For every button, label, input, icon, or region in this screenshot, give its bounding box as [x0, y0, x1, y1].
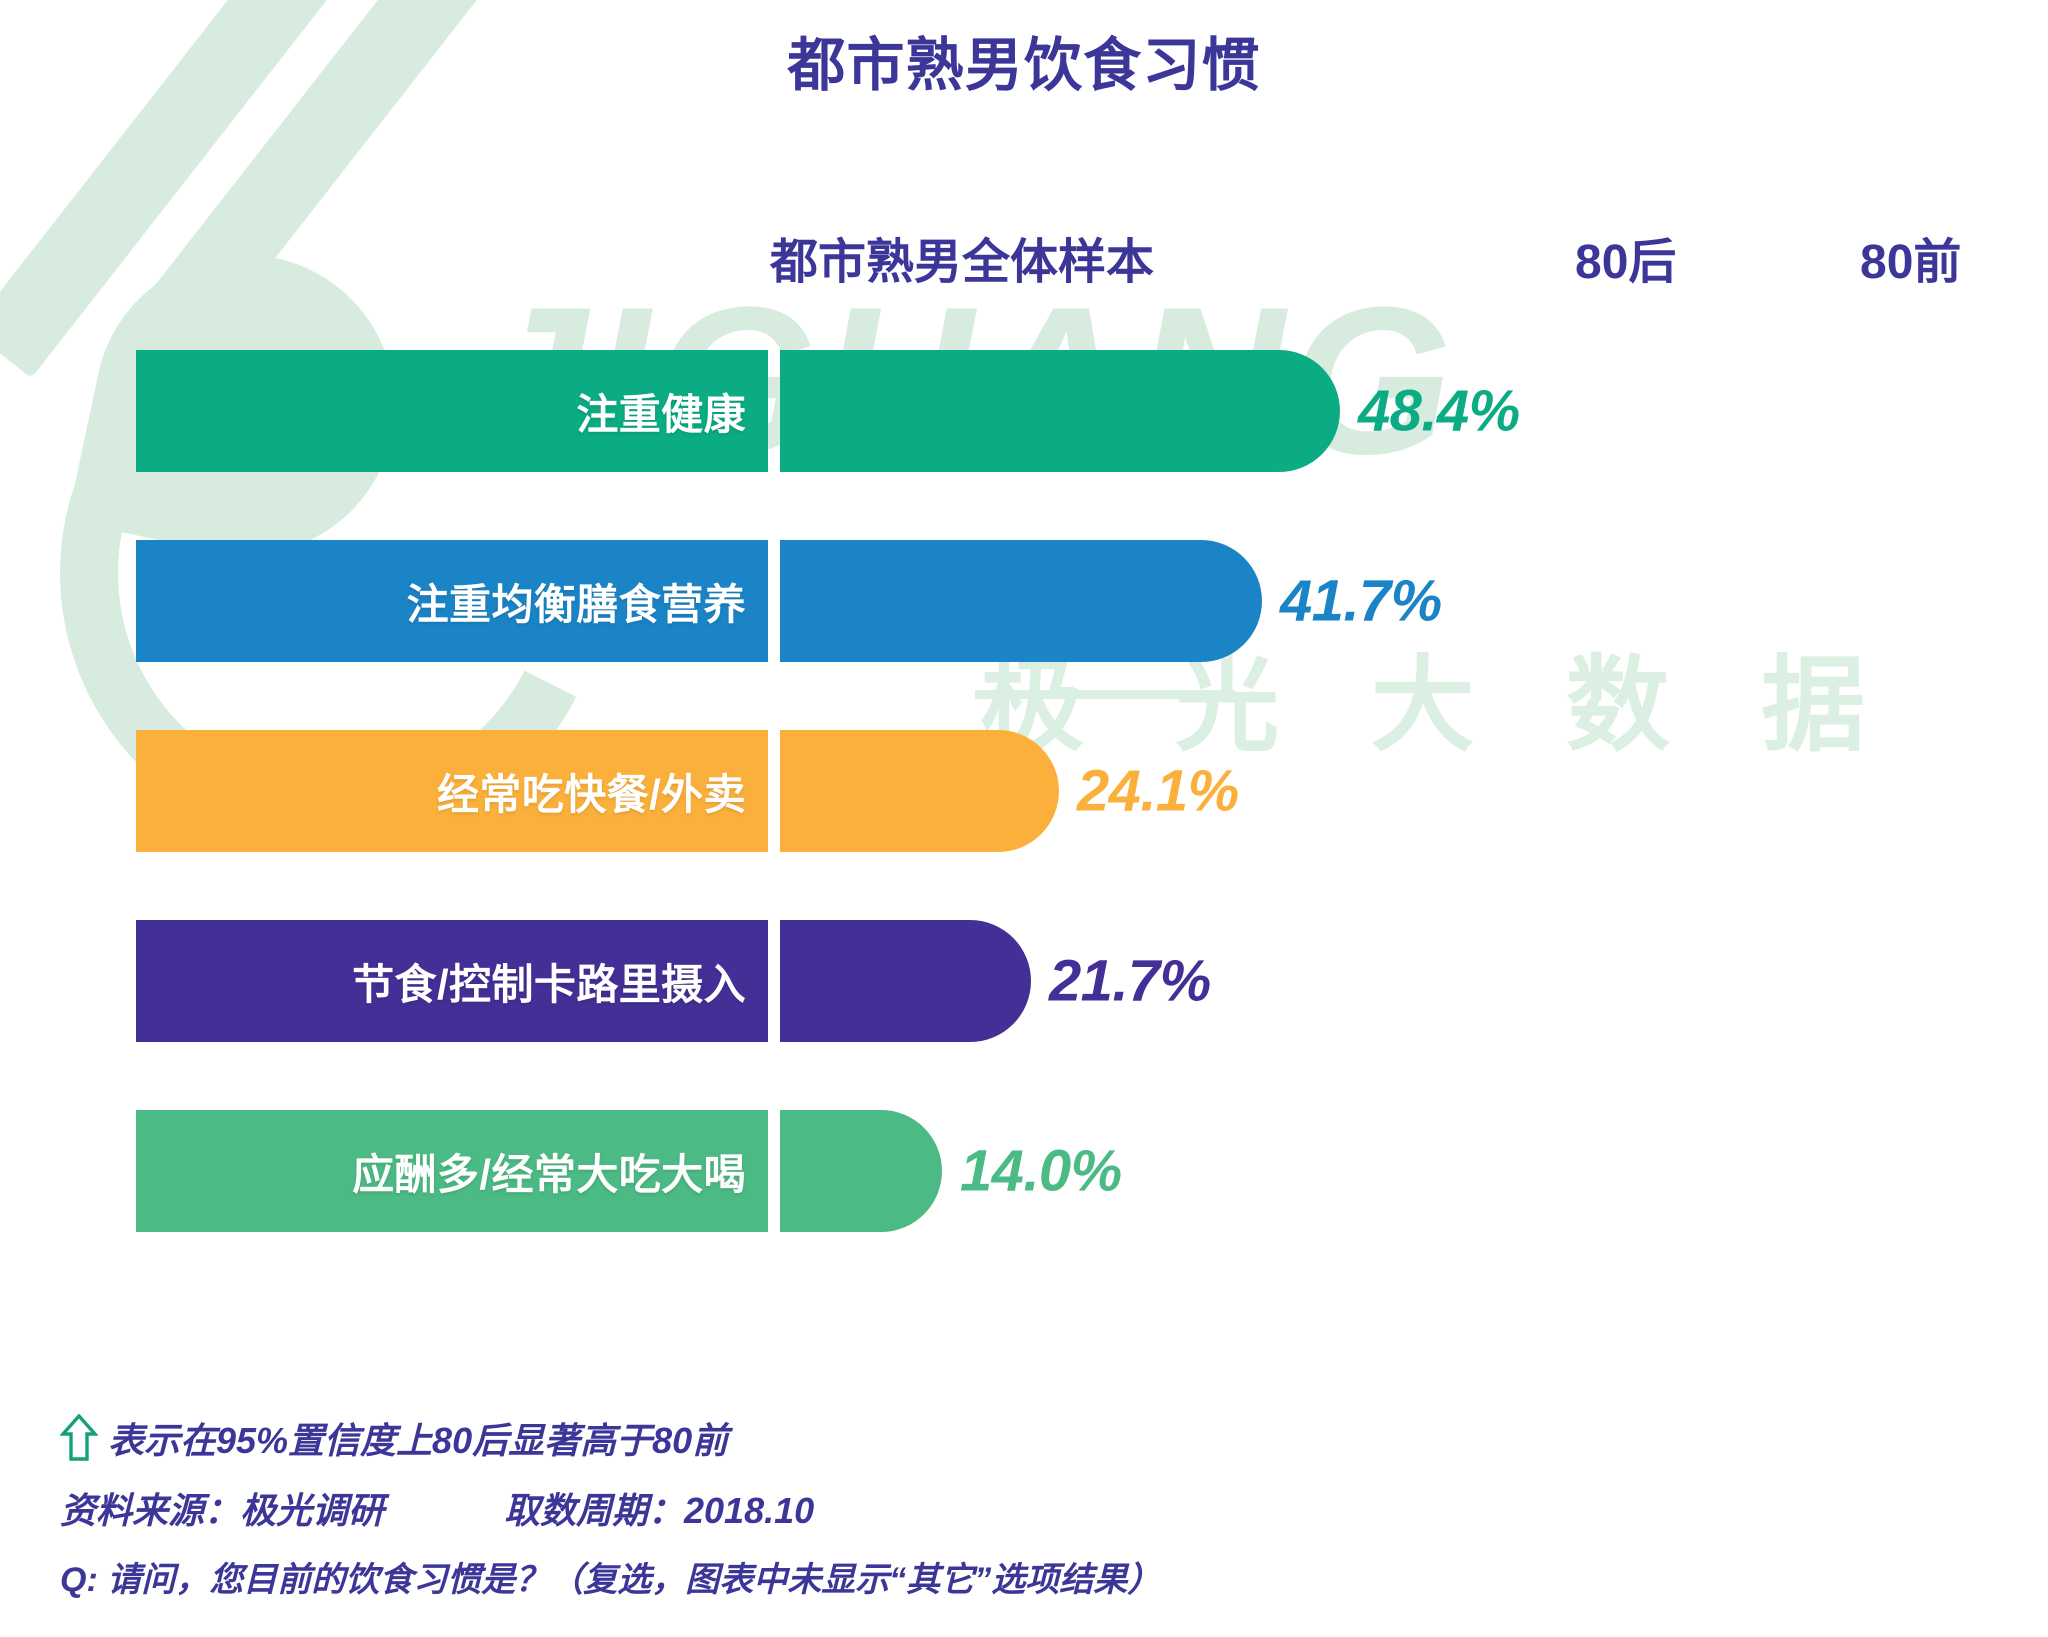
bar-track: 48.4%48.6%48.3%: [780, 350, 2048, 472]
footnote-significance-text: 表示在95%置信度上80后显著高于80前: [108, 1420, 729, 1461]
chart-rows: 注重健康 48.4%48.6%48.3% 注重均衡膳食营养 41.7%40.1%43.…: [0, 350, 2048, 1300]
bar-value-label: 24.1%: [1077, 758, 1239, 824]
column-header-overall: 都市熟男全体样本: [770, 236, 1155, 289]
chart-row: 注重健康 48.4%48.6%48.3%: [0, 350, 2048, 540]
footnote-question: Q: 请问，您目前的饮食习惯是？（复选，图表中未显示“其它”选项结果）: [60, 1552, 1161, 1601]
category-label-box: 节食/控制卡路里摄入: [136, 920, 768, 1042]
bar-track: 21.7%22.7%20.8%: [780, 920, 2048, 1042]
category-label: 注重均衡膳食营养: [406, 580, 746, 628]
footnote-source: 资料来源：极光调研 取数周期：2018.10: [60, 1482, 1161, 1534]
column-header-post80: 80后: [1575, 236, 1677, 289]
category-label: 经常吃快餐/外卖: [436, 770, 746, 818]
page-title: 都市熟男饮食习惯: [787, 33, 1261, 98]
category-label: 节食/控制卡路里摄入: [352, 960, 746, 1008]
column-header-pre80: 80前: [1860, 236, 1962, 289]
category-label-box: 注重均衡膳食营养: [136, 540, 768, 662]
bar-track: 41.7%40.1%43.2%: [780, 540, 2048, 662]
bar-overall: [780, 1110, 942, 1232]
bar-overall: [780, 920, 1031, 1042]
category-label: 应酬多/经常大吃大喝: [352, 1150, 746, 1198]
category-label-box: 应酬多/经常大吃大喝: [136, 1110, 768, 1232]
chart-row: 节食/控制卡路里摄入 21.7%22.7%20.8%: [0, 920, 2048, 1110]
bar-value-label: 41.7%: [1280, 568, 1442, 634]
bar-value-label: 48.4%: [1358, 378, 1520, 444]
bar-overall: [780, 350, 1340, 472]
up-arrow-outline-icon: [60, 1414, 98, 1461]
footnote-source-text: 资料来源：极光调研: [60, 1490, 385, 1531]
bar-value-label: 21.7%: [1049, 948, 1211, 1014]
category-label-box: 经常吃快餐/外卖: [136, 730, 768, 852]
bar-overall: [780, 540, 1262, 662]
footnote-significance: 表示在95%置信度上80后显著高于80前: [60, 1412, 1161, 1464]
bar-track: 14.0%13.9%12.7%: [780, 1110, 2048, 1232]
category-label: 注重健康: [576, 390, 746, 438]
category-label-box: 注重健康: [136, 350, 768, 472]
bar-track: 24.1%28.2%20.3%: [780, 730, 2048, 852]
bar-overall: [780, 730, 1059, 852]
chart-row: 经常吃快餐/外卖 24.1%28.2%20.3%: [0, 730, 2048, 920]
footnote-period-text: 取数周期：2018.10: [504, 1490, 815, 1531]
bar-value-label: 14.0%: [960, 1138, 1122, 1204]
chart-row: 注重均衡膳食营养 41.7%40.1%43.2%: [0, 540, 2048, 730]
column-headers: 都市熟男全体样本 80后 80前: [0, 222, 2048, 294]
footnote-question-text: Q: 请问，您目前的饮食习惯是？（复选，图表中未显示“其它”选项结果）: [60, 1561, 1162, 1599]
chart-row: 应酬多/经常大吃大喝 14.0%13.9%12.7%: [0, 1110, 2048, 1300]
footnotes: 表示在95%置信度上80后显著高于80前 资料来源：极光调研 取数周期：2018…: [60, 1412, 1161, 1619]
